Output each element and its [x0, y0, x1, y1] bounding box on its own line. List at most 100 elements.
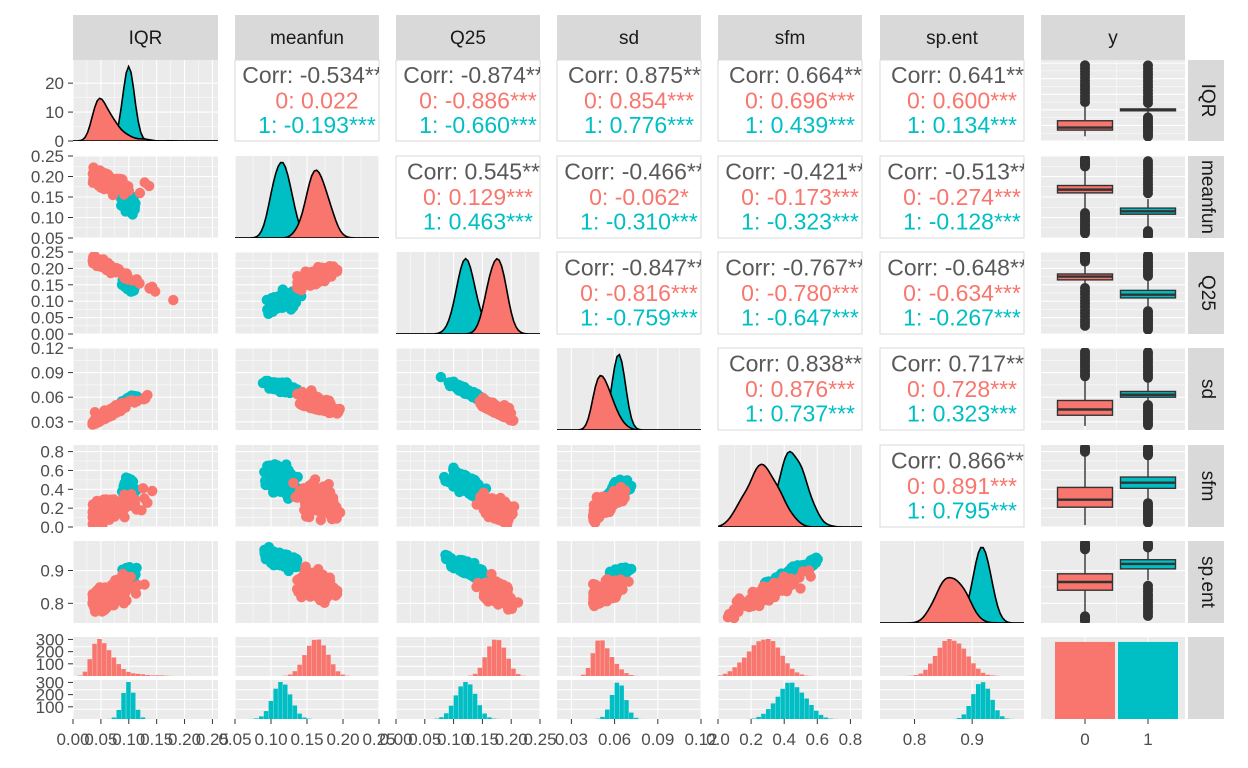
scatter-point [728, 612, 740, 623]
scatter-point [591, 491, 602, 503]
scatter-point [460, 560, 471, 571]
scatter-point [97, 171, 108, 182]
corr-text-group: Corr: 0.866***0: 0.891***1: 0.795*** [891, 447, 1024, 523]
boxplot-outlier [1080, 252, 1090, 260]
scatter-point [150, 286, 161, 297]
scatter-point [93, 180, 104, 191]
scatter-point [599, 504, 610, 516]
row-strip [1188, 541, 1224, 623]
scatter-point [297, 400, 308, 411]
panel-grid [72, 155, 218, 239]
corr-text-group: Corr: 0.545***0: 0.129***1: 0.463*** [407, 158, 540, 234]
corr-overall-text: Corr: 0.875*** [568, 62, 710, 88]
boxplot-outlier [1080, 60, 1090, 71]
scatter-group [261, 261, 343, 319]
scatter-point [87, 518, 98, 527]
scatter-point [300, 563, 311, 574]
scatter-point [620, 485, 631, 496]
column-strip [718, 15, 862, 60]
corr-group0-text: 0: -0.634*** [903, 280, 1021, 306]
corr-overall-text: Corr: -0.874*** [403, 62, 553, 88]
column-strip [557, 15, 701, 60]
scatter-point [775, 576, 786, 588]
scatter-group [87, 562, 150, 617]
scatter-point [457, 470, 469, 481]
corr-panel [717, 251, 863, 335]
scatter-point [333, 405, 344, 416]
scatter-point [493, 496, 504, 508]
scatter-point [435, 371, 447, 383]
corr-group0-text: 0: 0.022 [275, 88, 358, 114]
boxplot-outlier [1080, 228, 1090, 238]
corr-panel [879, 444, 1025, 528]
scatter-group [87, 252, 179, 306]
corr-panel [395, 59, 541, 142]
boxplot-box [1056, 399, 1114, 416]
boxplot-outlier [1143, 230, 1153, 238]
corr-panel [717, 155, 863, 239]
column-strip [396, 15, 540, 60]
scatter-point [439, 471, 450, 483]
corr-text-group: Corr: -0.513***0: -0.274***1: -0.128*** [887, 158, 1037, 234]
scatter-point [106, 263, 117, 274]
corr-group0-text: 0: 0.696*** [745, 88, 855, 114]
scatter-point [293, 586, 304, 598]
scatter-point [755, 585, 766, 597]
column-strip-label: sp.ent [926, 28, 978, 49]
corr-group0-text: 0: 0.876*** [745, 376, 855, 402]
scatter-point [98, 257, 109, 268]
row-strip-label: sfm [1197, 471, 1218, 502]
scatter-point [99, 508, 110, 519]
density-curve [880, 576, 1024, 623]
density-group [73, 64, 218, 141]
corr-text-group: Corr: -0.466***0: -0.062*1: -0.310*** [564, 158, 701, 234]
corr-panel [556, 251, 702, 335]
corr-group1-text: 1: 0.134*** [907, 112, 1017, 138]
row-strip-label-group: IQR [1197, 84, 1218, 118]
scatter-point [94, 595, 105, 607]
row-strip-label: sd [1197, 379, 1218, 399]
corr-group0-text: 0: 0.600*** [907, 88, 1017, 114]
column-strip-label: Q25 [450, 28, 486, 49]
density-curve [718, 463, 862, 527]
boxplot-group [1056, 252, 1177, 334]
scatter-point [122, 270, 133, 281]
scatter-point [322, 487, 333, 498]
scatter-point [502, 595, 513, 606]
density-group [396, 257, 540, 334]
scatter-point [263, 308, 274, 319]
row-strip [1188, 156, 1224, 238]
corr-group0-text: 0: 0.728*** [907, 376, 1017, 402]
row-strip [1188, 60, 1224, 141]
corr-overall-text: Corr: -0.513*** [887, 158, 1037, 184]
scatter-group [435, 371, 519, 426]
density-curve [235, 169, 379, 238]
corr-text-group: Corr: 0.838***0: 0.876***1: 0.737*** [729, 350, 862, 426]
corr-group1-text: 1: -0.267*** [903, 305, 1021, 331]
scatter-point [775, 584, 786, 595]
panel-grid [234, 251, 380, 335]
scatter-point [623, 576, 634, 587]
scatter-group [259, 459, 346, 526]
row-strip [1188, 252, 1224, 334]
scatter-point [126, 202, 137, 213]
row-strip-label-group: sfm [1197, 471, 1218, 502]
corr-group1-text: 1: -0.647*** [741, 305, 859, 331]
density-group [880, 546, 1024, 623]
row-strip-label-group: sp.ent [1197, 556, 1218, 608]
corr-text-group: Corr: -0.421***0: -0.173***1: -0.323*** [725, 158, 862, 234]
scatter-point [483, 508, 494, 520]
row-strip-label: meanfun [1197, 160, 1218, 234]
corr-group1-text: 1: 0.323*** [907, 401, 1017, 427]
scatter-point [147, 485, 158, 497]
scatter-point [606, 588, 617, 599]
boxplot-outlier [1143, 252, 1153, 261]
scatter-point [478, 487, 489, 499]
row-strip [1188, 445, 1224, 527]
boxplot-outlier [1080, 156, 1090, 164]
scatter-point [486, 568, 497, 580]
scatter-point [98, 411, 110, 422]
scatter-point [471, 499, 482, 510]
scatter-point [737, 597, 749, 608]
scatter-point [590, 517, 601, 527]
